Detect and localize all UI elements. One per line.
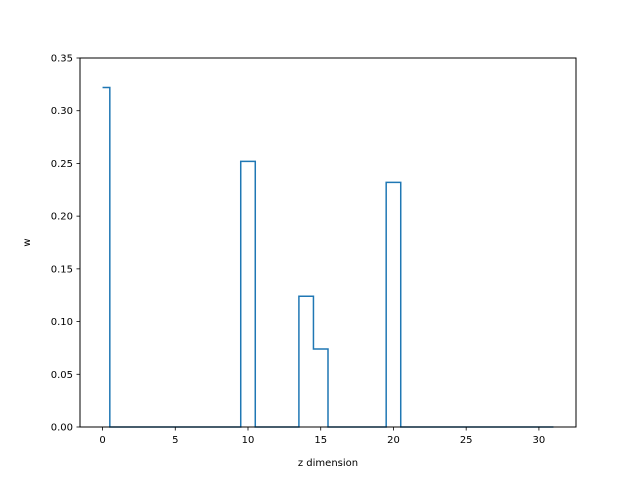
- x-tick-label: 15: [314, 435, 327, 446]
- y-tick-label: 0.35: [51, 54, 73, 65]
- y-axis-label: w: [22, 238, 33, 246]
- axis-ticks: 0 5 10 15 20 25 30 0.00 0.05 0.10 0.15 0.20 0.25 0.30…: [51, 54, 546, 447]
- x-tick-label: 30: [533, 435, 546, 446]
- x-axis-label: z dimension: [298, 458, 358, 469]
- y-tick-label: 0.20: [51, 212, 73, 223]
- y-tick-label: 0.15: [51, 264, 73, 275]
- y-tick-label: 0.00: [51, 423, 73, 434]
- x-tick-label: 20: [387, 435, 400, 446]
- x-tick-label: 0: [99, 435, 105, 446]
- y-tick-label: 0.30: [51, 106, 73, 117]
- plot-frame: [79, 57, 577, 428]
- x-tick-label: 25: [460, 435, 473, 446]
- x-tick-label: 5: [172, 435, 178, 446]
- y-tick-label: 0.10: [51, 317, 73, 328]
- y-tick-label: 0.05: [51, 370, 73, 381]
- y-tick-label: 0.25: [51, 159, 73, 170]
- x-tick-label: 10: [242, 435, 255, 446]
